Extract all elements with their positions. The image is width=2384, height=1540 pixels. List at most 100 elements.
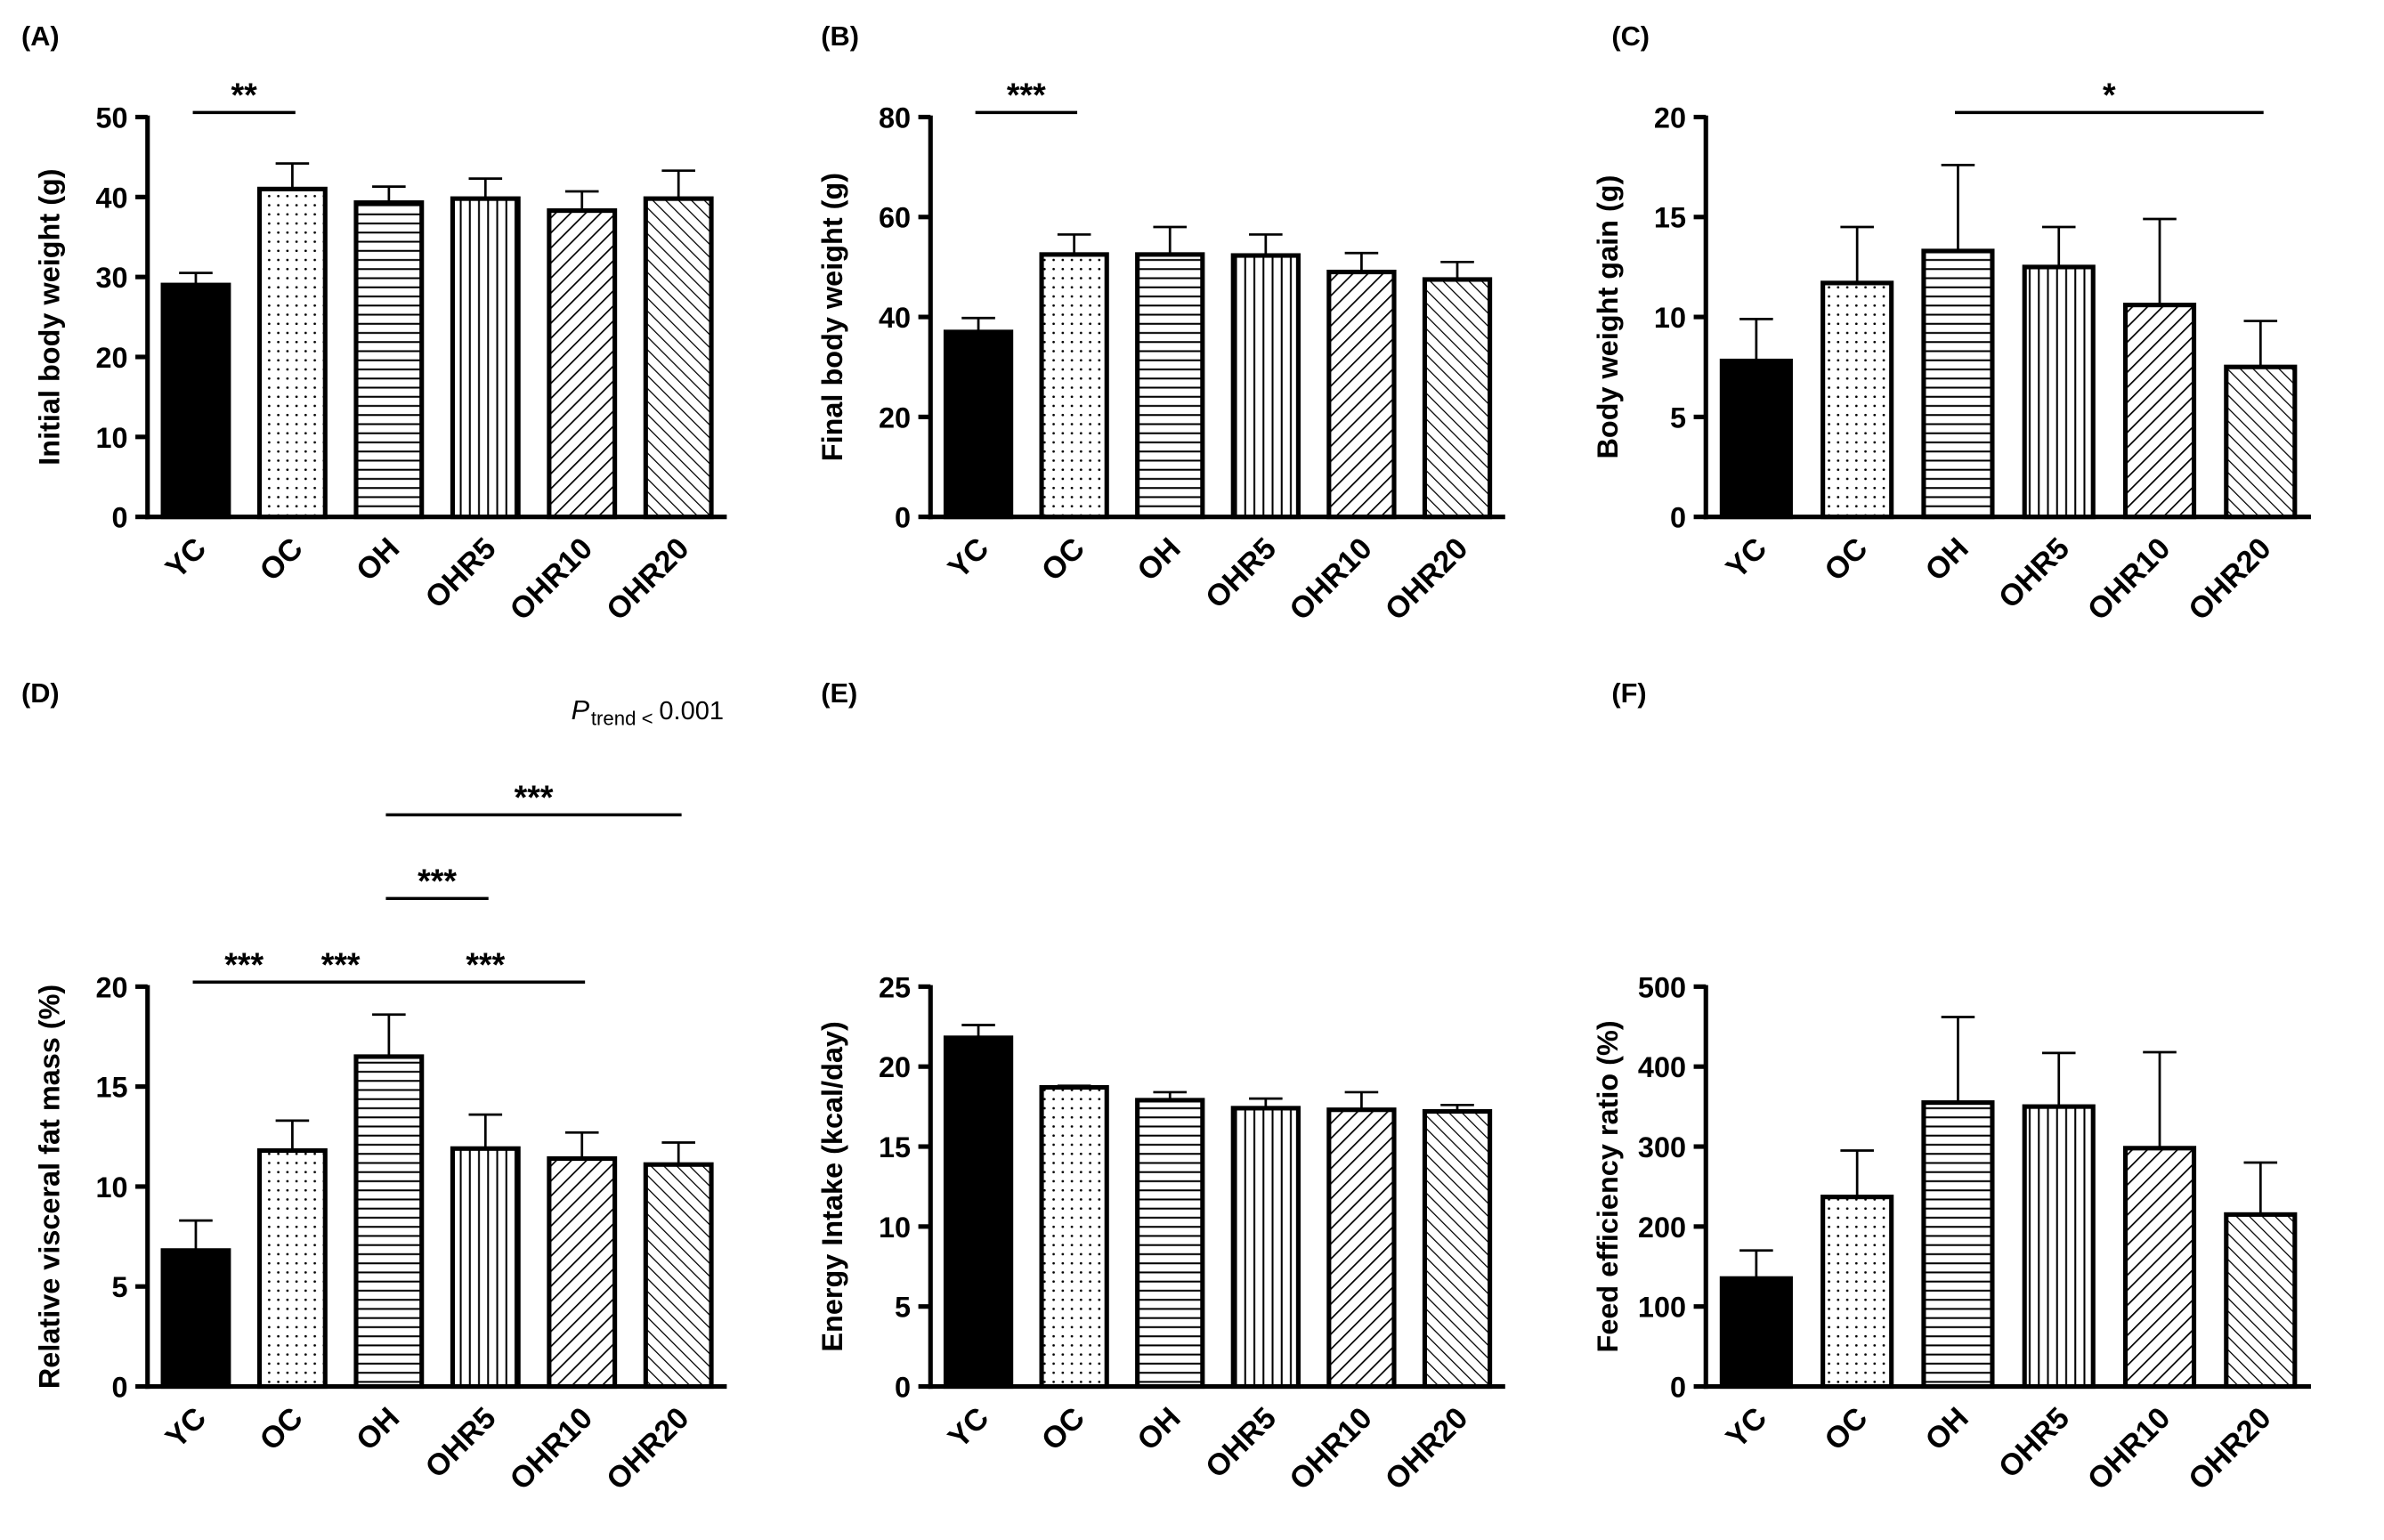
y-tick-label: 300: [1638, 1131, 1686, 1163]
bar: [256, 186, 328, 520]
bar: [256, 1147, 328, 1390]
significance-label: ***: [466, 945, 505, 983]
x-tick-label: YC: [942, 1401, 995, 1455]
y-tick-label: 40: [879, 302, 911, 334]
y-tick-label: 200: [1638, 1212, 1686, 1244]
y-tick-label: 400: [1638, 1051, 1686, 1083]
x-tick-label: OHR20: [1379, 1401, 1474, 1496]
x-tick-label: OHR10: [1283, 1401, 1378, 1496]
x-tick-label: OHR5: [1199, 1401, 1283, 1485]
y-tick-label: 50: [95, 101, 127, 134]
y-tick-label: 20: [879, 1051, 911, 1083]
bar: [1921, 248, 1995, 520]
bar: [1039, 252, 1109, 520]
bar: [2224, 1212, 2298, 1390]
bar: [353, 1054, 425, 1390]
bar: [2224, 364, 2298, 520]
y-axis-label: Final body weight (g): [816, 173, 848, 461]
x-tick-label: OHR10: [504, 1401, 599, 1496]
panel: (A) Initial body weight (g) 0 10 20 30 40 50 YC O…: [21, 20, 727, 627]
bar: [1719, 358, 1793, 520]
x-tick-label: OC: [1035, 531, 1091, 588]
y-tick-label: 500: [1638, 971, 1686, 1003]
x-tick-label: OC: [1035, 1401, 1091, 1457]
y-tick-label: 5: [895, 1292, 911, 1324]
x-tick-label: OH: [1131, 531, 1187, 588]
y-tick-label: 0: [111, 1371, 127, 1403]
y-tick-label: 15: [95, 1072, 127, 1104]
y-tick-label: 20: [1654, 101, 1686, 134]
y-tick-label: 0: [1670, 502, 1686, 534]
y-axis-label: Feed efficiency ratio (%): [1592, 1020, 1624, 1352]
bar: [1921, 1100, 1995, 1390]
bar: [943, 1035, 1014, 1390]
bar: [160, 282, 231, 520]
bar: [1326, 1107, 1397, 1390]
bar: [547, 208, 618, 520]
significance-label: *: [2103, 77, 2116, 114]
bar: [2122, 303, 2197, 520]
panel-label: (E): [821, 677, 857, 709]
bar: [160, 1248, 231, 1390]
x-tick-label: OC: [1818, 531, 1874, 588]
panel: (C) Body weight gain (g) 0 5 10 15 20 YC OC OH OHR…: [1592, 20, 2311, 627]
bar: [353, 200, 425, 520]
bar: [1135, 1098, 1205, 1390]
y-tick-label: 5: [1670, 401, 1686, 434]
y-tick-label: 15: [1654, 202, 1686, 234]
bar: [1820, 1195, 1894, 1390]
y-tick-label: 0: [895, 1371, 911, 1403]
trend-subscript: trend <: [591, 708, 653, 730]
bar: [1230, 1106, 1301, 1390]
significance-label: ***: [418, 862, 457, 899]
x-tick-label: OHR5: [419, 531, 503, 615]
x-tick-label: OHR5: [1992, 531, 2076, 615]
panel-label: (D): [21, 677, 60, 709]
significance-label: ***: [515, 779, 554, 816]
x-tick-label: YC: [942, 531, 995, 585]
bar: [1422, 277, 1493, 520]
x-tick-label: OHR5: [1199, 531, 1283, 615]
bar: [2022, 264, 2096, 520]
y-tick-label: 80: [879, 101, 911, 134]
x-tick-label: OHR20: [2182, 531, 2277, 627]
x-tick-label: OHR10: [1283, 531, 1378, 627]
y-axis-label: Body weight gain (g): [1592, 175, 1624, 459]
trend-value: 0.001: [659, 697, 724, 725]
x-tick-label: OC: [1818, 1401, 1874, 1457]
y-axis-label: Initial body weight (g): [34, 168, 66, 465]
y-tick-label: 30: [95, 262, 127, 294]
bar: [643, 1162, 714, 1390]
panel-label: (C): [1611, 20, 1650, 52]
x-tick-label: OHR10: [504, 531, 599, 627]
y-tick-label: 10: [1654, 302, 1686, 334]
y-axis-label: Relative visceral fat mass (%): [34, 985, 66, 1389]
bar: [1039, 1084, 1109, 1390]
panel-label: (A): [21, 20, 60, 52]
x-tick-label: YC: [1720, 1401, 1773, 1455]
y-tick-label: 40: [95, 182, 127, 214]
x-tick-label: OC: [254, 531, 310, 588]
y-tick-label: 0: [111, 502, 127, 534]
bar: [1326, 269, 1397, 520]
bar: [1820, 280, 1894, 520]
bar: [643, 196, 714, 520]
x-tick-label: YC: [159, 1401, 213, 1455]
bar: [547, 1155, 618, 1390]
x-tick-label: YC: [159, 531, 213, 585]
x-tick-label: OHR5: [419, 1401, 503, 1485]
x-tick-label: OHR20: [600, 1401, 695, 1496]
panel-label: (B): [821, 20, 859, 52]
significance-label: ***: [1007, 77, 1046, 114]
x-tick-label: OH: [350, 1401, 406, 1457]
y-tick-label: 100: [1638, 1292, 1686, 1324]
y-tick-label: 10: [95, 422, 127, 454]
x-tick-label: OHR20: [1379, 531, 1474, 627]
x-tick-label: OHR20: [2182, 1401, 2277, 1496]
bar: [1719, 1276, 1793, 1390]
x-tick-label: OHR10: [2081, 1401, 2177, 1496]
y-tick-label: 15: [879, 1131, 911, 1163]
